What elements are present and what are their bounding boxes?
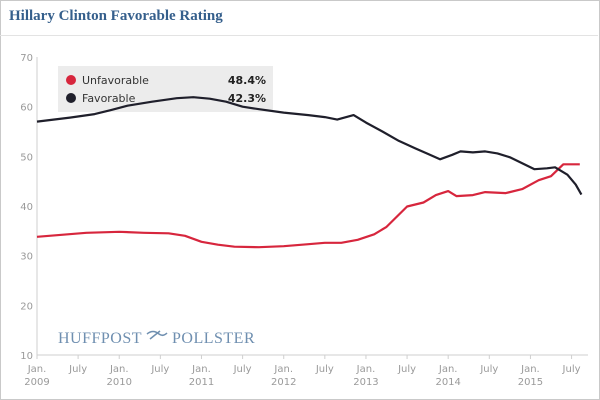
x-tick-label: Jan. xyxy=(438,364,458,375)
x-tick-label: July xyxy=(479,364,498,375)
x-tick-label: July xyxy=(562,364,581,375)
legend-swatch-favorable xyxy=(66,93,76,103)
x-tick-label: July xyxy=(233,364,252,375)
x-tick-label: July xyxy=(397,364,416,375)
x-tick-year-label: 2012 xyxy=(271,377,296,388)
title-divider xyxy=(0,35,598,36)
series-line-unfavorable xyxy=(36,163,580,249)
x-tick-year-label: 2010 xyxy=(107,377,132,388)
x-tick-year-label: 2011 xyxy=(189,377,214,388)
legend-value-unfavorable: 48.4% xyxy=(228,74,266,87)
x-tick-label: Jan. xyxy=(356,364,376,375)
chart-title: Hillary Clinton Favorable Rating xyxy=(9,8,223,24)
y-tick-label: 10 xyxy=(20,351,33,362)
x-tick-year-label: 2015 xyxy=(518,377,543,388)
x-tick-label: Jan. xyxy=(273,364,293,375)
pollster-logo-icon xyxy=(146,330,168,340)
brand-pollster: POLLSTER xyxy=(172,330,255,347)
x-tick-year-label: 2014 xyxy=(435,377,460,388)
legend-label-favorable: Favorable xyxy=(82,92,136,105)
y-tick-label: 30 xyxy=(20,252,33,263)
axes: 10 20 30 40 50 60 70 Jan. 2009 July Jan. 2010 July Ja… xyxy=(20,53,588,388)
x-tick-label: July xyxy=(150,364,169,375)
x-tick-label: Jan. xyxy=(109,364,129,375)
x-tick-label: July xyxy=(68,364,87,375)
y-tick-label: 60 xyxy=(20,103,33,114)
x-tick-year-label: 2009 xyxy=(24,377,49,388)
legend-label-unfavorable: Unfavorable xyxy=(82,74,149,87)
x-tick-label: Jan. xyxy=(191,364,211,375)
y-tick-label: 50 xyxy=(20,152,33,163)
y-tick-label: 70 xyxy=(20,53,33,64)
x-tick-label: Jan. xyxy=(27,364,47,375)
x-tick-year-label: 2013 xyxy=(353,377,378,388)
legend-swatch-unfavorable xyxy=(66,75,76,85)
series-group xyxy=(36,96,583,249)
y-tick-label: 40 xyxy=(20,202,33,213)
x-tick-label: July xyxy=(315,364,334,375)
y-tick-label: 20 xyxy=(20,301,33,312)
x-tick-label: Jan. xyxy=(520,364,540,375)
series-line-favorable xyxy=(36,96,583,196)
legend-value-favorable: 42.3% xyxy=(228,92,266,105)
brand-huffpost: HUFFPOST xyxy=(58,330,142,347)
brand-logo: HUFFPOST POLLSTER xyxy=(58,330,255,347)
